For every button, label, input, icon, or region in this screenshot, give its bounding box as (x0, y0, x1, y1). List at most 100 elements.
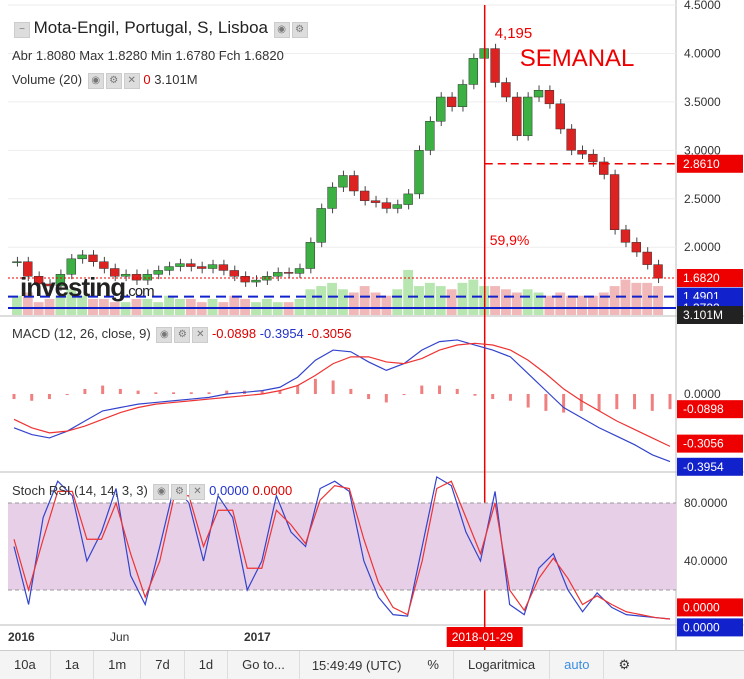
eye-icon[interactable]: ◉ (153, 483, 170, 500)
volume-bar (609, 286, 620, 315)
stoch-k-value: 0.0000 (209, 483, 249, 498)
stoch-line-k (13, 475, 671, 620)
macd-label: -0.0898 (683, 402, 724, 416)
volume-bar (12, 295, 22, 315)
volume-bar (490, 286, 500, 315)
eye-icon[interactable]: ◉ (87, 72, 104, 89)
range-10y-button[interactable]: 10a (0, 651, 51, 679)
time-tick-label: 2017 (244, 630, 271, 644)
macd-histogram-bar (438, 385, 442, 394)
volume-bar (207, 298, 218, 315)
price-tick-label: 3.5000 (684, 95, 721, 109)
stoch-label: 0.0000 (683, 600, 720, 614)
range-1d-button[interactable]: 1d (185, 651, 229, 679)
macd-histogram-bar (260, 390, 264, 394)
volume-bar (653, 286, 663, 315)
macd-histogram-bar (189, 392, 193, 394)
candle (164, 266, 174, 271)
auto-button[interactable]: auto (550, 651, 605, 679)
stoch-legend: Stoch RSI (14, 14, 3, 3) ◉ ⚙ ✕ 0.0000 0.00… (12, 483, 292, 500)
stoch-line-d (13, 480, 671, 620)
candle (229, 270, 239, 277)
volume-bar (370, 292, 381, 315)
macd-value-2: -0.3954 (259, 326, 304, 341)
log-button[interactable]: Logaritmica (454, 651, 551, 679)
candle (381, 202, 392, 209)
open-value: 1.8080 (35, 48, 76, 63)
volume-bar (131, 298, 142, 315)
candle (414, 150, 424, 195)
collapse-icon[interactable]: − (14, 21, 30, 38)
candle (338, 175, 348, 188)
volume-bar (175, 298, 185, 315)
candle (457, 84, 468, 107)
macd-histogram-bar (615, 394, 619, 410)
macd-histogram-bar (402, 394, 406, 395)
candle (66, 258, 76, 275)
volume-bar (544, 295, 555, 315)
gear-icon[interactable]: ⚙ (174, 326, 191, 343)
open-label: Abr (12, 48, 33, 63)
range-1y-button[interactable]: 1a (51, 651, 95, 679)
goto-button[interactable]: Go to... (228, 651, 300, 679)
volume-bar (66, 289, 77, 315)
macd-histogram-bar (101, 385, 105, 394)
macd-histogram-bar (313, 378, 317, 394)
volume-bar (577, 295, 587, 315)
volume-bar (631, 282, 642, 315)
gear-icon[interactable]: ⚙ (171, 483, 188, 500)
candle (305, 242, 316, 269)
range-7d-button[interactable]: 7d (141, 651, 185, 679)
macd-histogram-bar (172, 392, 176, 394)
volume-bar (424, 282, 435, 315)
volume-bar (164, 295, 174, 315)
range-1m-button[interactable]: 1m (94, 651, 142, 679)
volume-bar (88, 298, 98, 315)
volume-bar (501, 289, 511, 315)
peak-annotation: 4,195 (495, 25, 533, 42)
clock: 15:49:49 (UTC) (311, 657, 402, 673)
close-icon[interactable]: ✕ (192, 326, 209, 343)
macd-histogram-bar (83, 388, 87, 394)
volume-bar (44, 298, 55, 315)
stoch-tick-label: 80.0000 (684, 496, 728, 510)
macd-histogram-bar (668, 394, 672, 410)
macd-histogram-bar (47, 394, 51, 400)
volume-bar (261, 298, 272, 315)
stoch-label: Stoch RSI (14, 14, 3, 3) (12, 483, 148, 498)
candle (33, 276, 44, 285)
eye-icon[interactable]: ◉ (156, 326, 173, 343)
gear-icon[interactable]: ⚙ (291, 21, 308, 38)
percent-button[interactable]: % (413, 651, 454, 679)
candle (99, 261, 109, 269)
close-icon[interactable]: ✕ (189, 483, 206, 500)
volume-bar (533, 292, 544, 315)
price-tick-label: 2.0000 (684, 240, 721, 254)
date-marker-label: 2018-01-29 (452, 630, 514, 644)
volume-bar (403, 270, 414, 315)
macd-histogram-bar (597, 394, 601, 411)
stoch-label-box (677, 598, 743, 617)
macd-histogram-bar (65, 394, 69, 395)
eye-icon[interactable]: ◉ (273, 21, 290, 38)
settings-gear-icon[interactable]: ⚙ (618, 657, 631, 672)
volume-bar (359, 286, 370, 315)
macd-histogram-bar (12, 394, 16, 400)
macd-histogram-bar (562, 394, 566, 413)
macd-histogram-bar (278, 390, 282, 394)
close-value: 1.6820 (244, 48, 284, 63)
close-icon[interactable]: ✕ (123, 72, 140, 89)
gear-icon[interactable]: ⚙ (105, 72, 122, 89)
volume-bar (414, 286, 424, 315)
volume-bar (185, 298, 196, 315)
time-tick-label: 2016 (8, 630, 35, 644)
macd-histogram-bar (118, 388, 122, 394)
macd-label-box (677, 434, 743, 453)
macd-histogram-bar (420, 385, 424, 394)
price-label: 3.101M (683, 308, 723, 322)
candle (77, 254, 87, 260)
macd-label: -0.3954 (683, 460, 724, 474)
volume-zero: 0 (143, 72, 151, 87)
candle (577, 150, 587, 155)
